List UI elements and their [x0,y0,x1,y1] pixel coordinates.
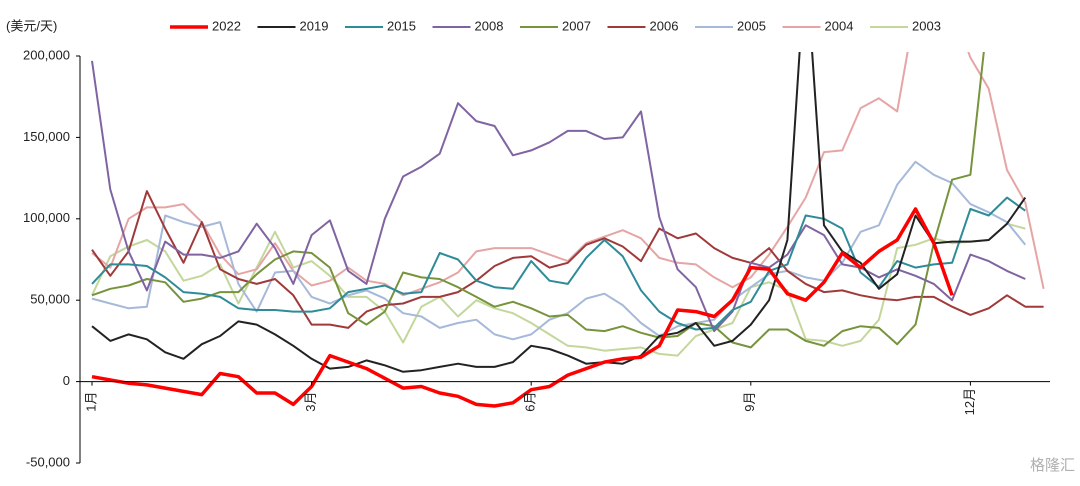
series-line [91,160,1027,341]
series-line [91,196,1026,331]
x-tick-label: 12月 [962,388,977,415]
series-line [91,52,985,349]
legend-label: 2015 [387,18,416,33]
x-tick-label: 6月 [523,391,538,411]
legend-label: 2006 [650,18,679,33]
x-tick-label: 1月 [83,391,98,411]
plot-area [91,52,1045,408]
legend-label: 2022 [212,18,241,33]
series-line [91,60,1026,333]
series-line [91,52,1027,373]
unit-label: (美元/天) [6,18,57,33]
y-tick-label: 100,000 [23,210,70,225]
legend-label: 2005 [737,18,766,33]
series-line [91,52,1045,297]
legend-label: 2003 [912,18,941,33]
series-line [91,190,1044,329]
legend-label: 2007 [562,18,591,33]
legend-label: 2019 [300,18,329,33]
series-line [91,222,1026,357]
y-tick-label: 150,000 [23,129,70,144]
y-tick-label: -50,000 [26,454,70,469]
y-tick-label: 200,000 [23,47,70,62]
legend-label: 2004 [825,18,854,33]
y-tick-label: 0 [63,373,70,388]
watermark: 格隆汇 [1030,457,1075,474]
series-line [91,207,954,408]
y-tick-label: 50,000 [30,292,70,307]
legend-label: 2008 [475,18,504,33]
x-tick-label: 9月 [742,391,757,411]
x-tick-label: 3月 [303,391,318,411]
